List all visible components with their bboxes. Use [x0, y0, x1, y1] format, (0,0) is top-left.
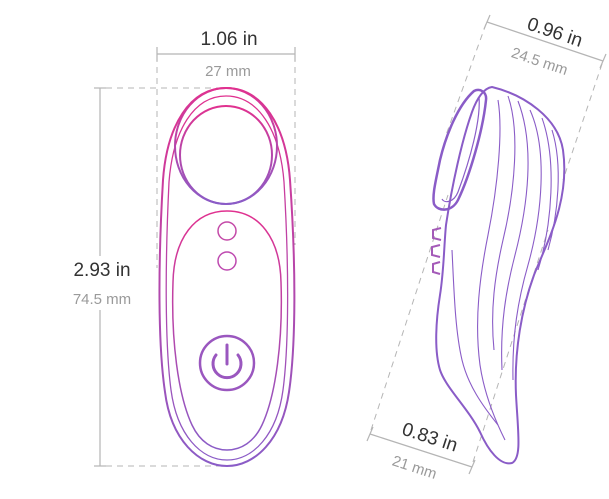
side-top-mm: 24.5 mm — [509, 44, 570, 79]
power-icon — [198, 334, 256, 392]
front-height-in: 2.93 in — [73, 260, 130, 281]
front-control-panel — [171, 210, 283, 451]
side-button-ridges — [431, 227, 442, 275]
front-device-body — [158, 86, 296, 468]
front-width-mm: 27 mm — [205, 63, 251, 80]
side-bottom-mm: 21 mm — [390, 453, 439, 483]
side-bottom-in: 0.83 in — [399, 419, 460, 457]
side-top-in: 0.96 in — [524, 14, 585, 52]
front-height-mm: 74.5 mm — [73, 291, 131, 308]
side-bottom-dimension: 0.83 in 21 mm — [366, 194, 549, 483]
front-width-dimension: 1.06 in 27 mm — [156, 29, 296, 268]
front-top-disc — [174, 87, 278, 205]
side-device-body — [432, 85, 566, 465]
front-small-button-top — [217, 221, 237, 241]
front-view: 1.06 in 27 mm 2.93 in 74.5 mm — [64, 29, 296, 468]
front-width-in: 1.06 in — [200, 29, 257, 50]
front-small-button-bottom — [217, 251, 237, 271]
front-height-dimension: 2.93 in 74.5 mm — [64, 87, 235, 467]
side-view: 0.96 in 24.5 mm 0.83 in 21 mm — [366, 14, 607, 483]
